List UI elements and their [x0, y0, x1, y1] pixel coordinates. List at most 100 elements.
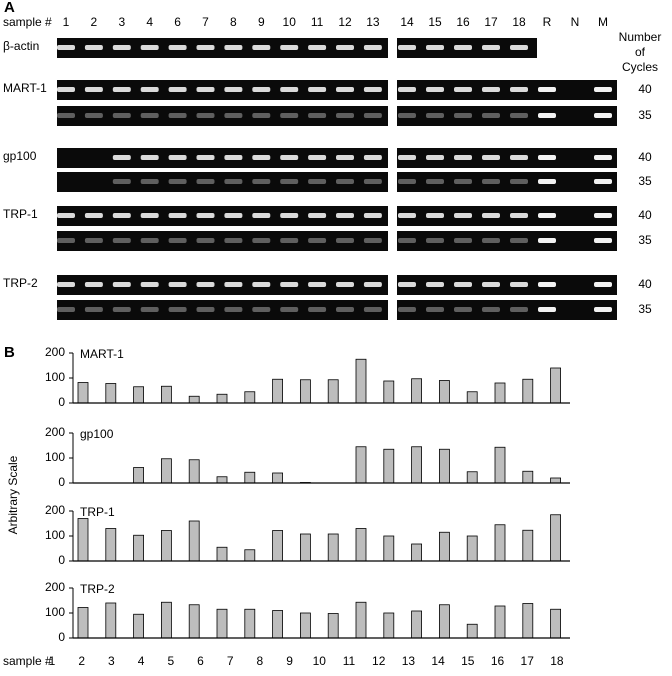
gel-band: [308, 45, 327, 50]
gel-band: [594, 213, 612, 218]
bar: [522, 529, 534, 562]
gel-band: [224, 45, 243, 50]
gel-band: [594, 179, 612, 184]
gel-band: [280, 213, 299, 218]
gel-strip: [397, 231, 617, 251]
bar: [216, 608, 228, 639]
gel-band: [168, 155, 187, 160]
lane-label: 17: [484, 15, 498, 29]
gel-band: [308, 87, 327, 92]
gel-band: [363, 87, 382, 92]
gel-band: [594, 238, 612, 243]
cycle-number: 40: [638, 208, 652, 222]
bar: [299, 379, 311, 404]
bar: [494, 446, 506, 484]
gel-band: [454, 238, 472, 243]
gel-band: [112, 113, 131, 118]
lane-label: 8: [230, 15, 237, 29]
bar: [105, 383, 117, 404]
gel-band: [398, 213, 416, 218]
gene-label: gp100: [3, 149, 37, 163]
x-tick-label: 18: [550, 654, 564, 668]
chart-title: TRP-2: [80, 582, 115, 596]
gel-band: [510, 213, 528, 218]
gel-band: [454, 179, 472, 184]
gel-band: [426, 282, 444, 287]
bar: [355, 528, 367, 562]
bar: [216, 393, 228, 404]
gel-band: [168, 113, 187, 118]
gel-band: [140, 179, 159, 184]
gel-band: [398, 87, 416, 92]
y-tick-label: 0: [58, 395, 65, 409]
x-axis-label: sample #: [3, 654, 52, 668]
gel-band: [454, 113, 472, 118]
gel-band: [57, 113, 75, 118]
gel-band: [252, 87, 271, 92]
bar: [160, 601, 172, 639]
bar: [411, 378, 423, 404]
gel-band: [140, 45, 159, 50]
bar: [216, 476, 228, 484]
gel-band: [224, 155, 243, 160]
bar: [160, 458, 172, 484]
bar: [411, 543, 423, 562]
gel-band: [308, 282, 327, 287]
gel-band: [363, 45, 382, 50]
gel-band: [280, 307, 299, 312]
gel-band: [252, 238, 271, 243]
gel-band: [426, 45, 444, 50]
gel-band: [84, 238, 103, 243]
y-tick-label: 0: [58, 553, 65, 567]
gel-band: [224, 238, 243, 243]
gel-band: [538, 155, 556, 160]
gel-band: [308, 238, 327, 243]
cycle-number: 40: [638, 277, 652, 291]
x-tick-label: 2: [78, 654, 85, 668]
gel-band: [252, 155, 271, 160]
gel-band: [280, 45, 299, 50]
gel-band: [363, 238, 382, 243]
gel-band: [538, 179, 556, 184]
lane-label: M: [598, 15, 608, 29]
gel-band: [398, 282, 416, 287]
y-tick-label: 200: [45, 580, 65, 594]
gel-band: [140, 307, 159, 312]
gel-band: [112, 213, 131, 218]
gel-band: [510, 155, 528, 160]
gel-strip: [57, 231, 388, 251]
gel-strip: [57, 172, 388, 192]
gel-band: [336, 87, 354, 92]
gel-band: [594, 282, 612, 287]
gel-band: [84, 113, 103, 118]
bar: [105, 528, 117, 562]
gel-band: [336, 213, 354, 218]
gene-label: TRP-2: [3, 276, 38, 290]
gel-band: [168, 87, 187, 92]
x-tick-label: 10: [313, 654, 327, 668]
cycle-number: 35: [638, 174, 652, 188]
lane-label: 3: [118, 15, 125, 29]
gel-band: [140, 213, 159, 218]
lane-label: 16: [456, 15, 470, 29]
gel-band: [84, 282, 103, 287]
x-tick-label: 17: [521, 654, 535, 668]
gel-band: [280, 87, 299, 92]
bar: [77, 607, 89, 639]
gel-band: [482, 179, 500, 184]
gel-band: [538, 282, 556, 287]
bar: [327, 613, 339, 639]
lane-label: 6: [174, 15, 181, 29]
gel-band: [224, 179, 243, 184]
gel-band: [112, 45, 131, 50]
gel-band: [308, 113, 327, 118]
gel-strip: [57, 275, 388, 295]
gel-band: [510, 179, 528, 184]
gel-strip: [57, 206, 388, 226]
lane-label: N: [571, 15, 580, 29]
bar: [299, 533, 311, 562]
gel-strip: [57, 80, 388, 100]
gel-band: [594, 307, 612, 312]
gel-band: [57, 45, 75, 50]
gel-strip: [57, 148, 388, 168]
